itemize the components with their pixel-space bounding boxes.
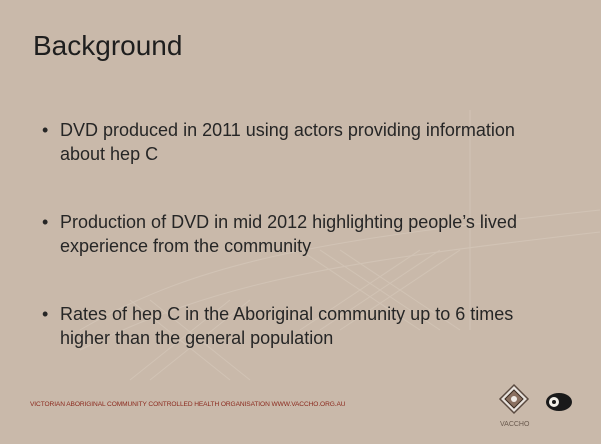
bullet: Production of DVD in mid 2012 highlighti…: [42, 210, 540, 258]
slide-title: Background: [33, 30, 182, 62]
partner-logo: [544, 391, 574, 413]
slide: Background DVD produced in 2011 using ac…: [0, 0, 601, 444]
vaccho-logo: [497, 382, 531, 420]
bullet-list: DVD produced in 2011 using actors provid…: [42, 118, 540, 394]
footer-text: VICTORIAN ABORIGINAL COMMUNITY CONTROLLE…: [30, 401, 345, 408]
logo-label: VACCHO: [500, 421, 529, 428]
bullet: DVD produced in 2011 using actors provid…: [42, 118, 540, 166]
bullet: Rates of hep C in the Aboriginal communi…: [42, 302, 540, 350]
